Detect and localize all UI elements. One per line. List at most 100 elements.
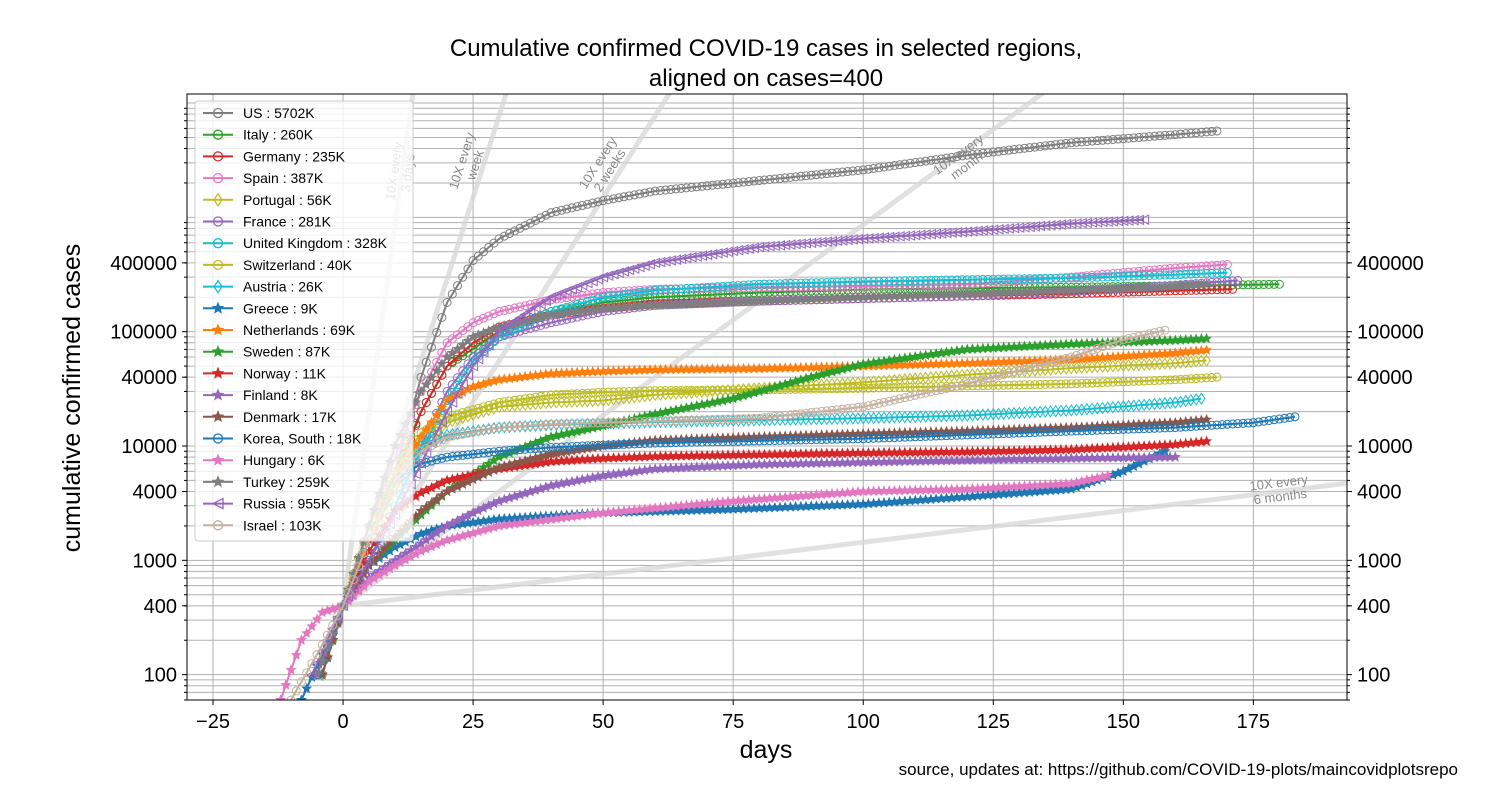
data-point [905,382,915,392]
data-point [1009,276,1019,286]
data-point [1248,418,1258,428]
data-point [505,396,515,406]
data-point [1061,353,1071,363]
data-point [822,434,832,444]
data-point [624,191,634,201]
data-point [1004,276,1014,286]
data-point [801,435,811,445]
legend-label: Sweden : 87K [243,344,331,360]
y-tick-label-right: 100000 [1357,322,1424,344]
axis-ticks: −25 0 25 50 75 100 125 150 175 100 100 400 400 1000 10… [110,107,1424,733]
data-point [973,149,983,159]
data-point [728,281,738,291]
y-tick-label-left: 400 [144,596,177,618]
data-point [874,398,884,408]
data-point [895,276,905,286]
data-point [551,419,561,429]
data-point [895,382,905,392]
data-point [921,275,931,285]
data-point [754,436,764,446]
data-point [962,150,972,160]
data-point [827,168,837,178]
data-point [531,392,541,402]
x-axis-label: days [740,736,793,764]
data-point [743,243,754,254]
data-point [796,435,806,445]
data-point [874,276,884,286]
data-point [1254,280,1264,290]
data-point [1139,132,1149,142]
data-point [1030,427,1040,437]
data-point [1035,427,1045,437]
data-point [952,430,962,440]
data-point [817,435,827,445]
data-point [588,198,598,208]
data-point [603,387,613,397]
data-point [311,657,323,669]
data-point [967,150,977,160]
data-point [770,435,780,445]
data-point [583,418,593,428]
data-point [739,280,749,290]
data-point [993,274,1003,284]
data-point [1269,415,1279,425]
data-point [1207,268,1217,278]
legend-entry: Spain : 387K [203,170,324,186]
data-point [437,453,447,463]
data-point [811,384,821,394]
data-point [551,206,561,216]
data-point [675,253,687,265]
data-point [431,409,443,420]
data-point [415,385,427,397]
data-point [650,186,660,196]
data-point [498,322,510,334]
data-point [416,372,426,382]
data-point [702,437,712,447]
data-point [447,356,457,366]
data-point [900,432,910,442]
data-point [791,409,801,419]
data-point [557,205,567,215]
data-point [1098,342,1108,352]
data-point [306,620,318,632]
data-point [1191,262,1201,272]
data-point [499,305,509,315]
data-point [775,173,785,183]
data-point [645,438,655,448]
data-point [905,391,915,401]
data-point [321,634,333,646]
data-point [1082,426,1092,436]
data-point [988,274,998,284]
data-point [972,225,983,237]
data-point [640,287,650,297]
data-point [879,162,889,172]
data-point [458,450,468,460]
data-point [1124,424,1134,434]
data-point [962,379,972,389]
data-point [988,372,998,382]
data-point [1118,335,1128,345]
data-point [536,443,546,453]
data-point [640,386,650,396]
plot-frame [186,93,1348,701]
data-point [862,233,874,244]
data-point [853,277,863,287]
data-point [541,319,551,329]
data-point [749,280,759,290]
data-point [931,275,941,285]
data-point [769,240,780,252]
data-point [1212,277,1222,287]
chart-subtitle: aligned on cases=400 [649,65,883,92]
data-point [1165,264,1175,274]
data-point [1019,143,1029,153]
data-point [562,419,572,429]
y-tick-label-right: 400000 [1357,253,1424,275]
data-point [791,172,801,182]
x-tick-label: 100 [847,711,880,733]
data-point [681,284,691,294]
data-point [1202,354,1211,367]
data-point [1103,269,1113,279]
data-point [713,282,723,292]
data-point [1108,338,1118,348]
data-point [1056,379,1066,389]
